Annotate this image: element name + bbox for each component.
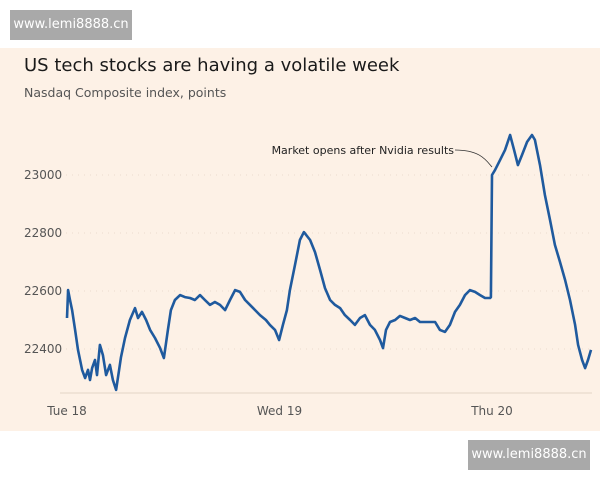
x-tick-label: Thu 20 — [470, 404, 513, 418]
x-tick-label: Wed 19 — [257, 404, 302, 418]
chart-title: US tech stocks are having a volatile wee… — [24, 55, 400, 76]
chart-subtitle: Nasdaq Composite index, points — [24, 85, 227, 100]
watermark-bottom: www.lemi8888.cn — [468, 440, 590, 470]
y-tick-label: 22400 — [24, 342, 62, 356]
y-tick-label: 22800 — [24, 226, 62, 240]
y-tick-label: 23000 — [24, 168, 62, 182]
y-tick-label: 22600 — [24, 284, 62, 298]
nasdaq-series-line — [65, 133, 593, 392]
annotation-label: Market opens after Nvidia results — [272, 144, 455, 157]
annotation-connector — [454, 149, 493, 168]
watermark-top: www.lemi8888.cn — [10, 10, 132, 40]
x-tick-label: Tue 18 — [46, 404, 87, 418]
